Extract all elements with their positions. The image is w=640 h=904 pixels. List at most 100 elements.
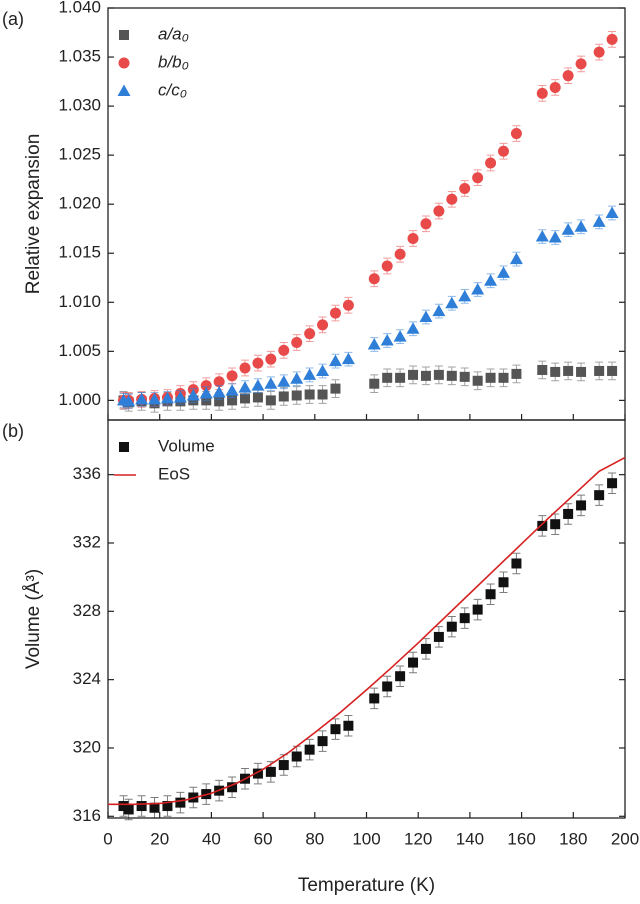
marker <box>304 744 315 755</box>
x-tick-label: 100 <box>352 829 380 848</box>
y-tick-label: 1.030 <box>58 96 101 115</box>
marker <box>498 145 510 157</box>
marker <box>118 801 129 812</box>
marker <box>459 182 471 194</box>
marker <box>472 604 483 615</box>
marker <box>252 357 264 369</box>
marker <box>433 205 445 217</box>
marker <box>605 206 619 219</box>
marker <box>117 84 131 96</box>
marker <box>471 283 485 295</box>
marker <box>118 57 130 69</box>
y-tick-label: 1.040 <box>58 0 101 16</box>
marker <box>291 751 302 762</box>
marker <box>264 377 278 389</box>
y-tick-label: 320 <box>73 737 101 756</box>
x-axis-title: Temperature (K) <box>298 875 435 896</box>
marker <box>382 372 393 383</box>
x-tick-label: 200 <box>611 829 639 848</box>
marker <box>406 322 420 334</box>
panel-label: (b) <box>2 421 24 441</box>
marker <box>330 724 341 735</box>
marker <box>419 310 433 322</box>
marker <box>278 760 289 771</box>
marker <box>227 782 238 793</box>
y-tick-label: 1.035 <box>58 47 101 66</box>
marker <box>343 720 354 731</box>
marker <box>575 58 587 70</box>
marker <box>290 372 304 384</box>
marker <box>576 500 587 511</box>
marker <box>458 289 472 302</box>
marker <box>160 391 174 404</box>
marker <box>395 671 406 682</box>
marker <box>563 508 574 519</box>
marker <box>148 392 162 405</box>
marker <box>317 736 328 747</box>
marker <box>367 337 381 350</box>
marker <box>175 797 186 808</box>
x-tick-label: 140 <box>456 829 484 848</box>
marker <box>536 87 548 99</box>
marker <box>497 266 511 278</box>
marker <box>535 230 549 242</box>
marker <box>173 390 187 403</box>
marker <box>594 365 605 376</box>
marker <box>278 391 289 402</box>
marker <box>265 395 276 406</box>
marker <box>446 370 457 381</box>
y-tick-label: 336 <box>73 464 101 483</box>
marker <box>549 81 561 93</box>
y-tick-label: 1.010 <box>58 292 101 311</box>
marker <box>446 621 457 632</box>
marker <box>291 390 302 401</box>
marker <box>563 365 574 376</box>
legend-label: a/a₀ <box>158 24 189 43</box>
marker <box>186 388 200 401</box>
marker <box>317 389 328 400</box>
marker <box>238 381 252 393</box>
marker <box>291 337 303 349</box>
marker <box>369 378 380 389</box>
x-tick-label: 60 <box>254 829 273 848</box>
marker <box>485 372 496 383</box>
marker <box>119 442 129 452</box>
marker <box>251 379 265 391</box>
marker <box>226 370 238 382</box>
marker <box>212 386 226 398</box>
marker <box>446 193 458 205</box>
marker <box>252 768 263 779</box>
marker <box>225 384 239 396</box>
marker <box>407 233 419 245</box>
marker <box>509 252 523 265</box>
marker <box>199 387 213 399</box>
marker <box>265 353 277 365</box>
y-tick-label: 1.000 <box>58 390 101 409</box>
marker <box>277 375 291 387</box>
marker <box>213 376 225 388</box>
x-tick-label: 20 <box>150 829 169 848</box>
x-tick-label: 40 <box>202 829 221 848</box>
marker <box>408 657 419 668</box>
x-tick-label: 120 <box>404 829 432 848</box>
panel-label: (a) <box>2 9 24 29</box>
marker <box>395 372 406 383</box>
marker <box>420 370 431 381</box>
marker <box>510 128 522 140</box>
marker <box>239 362 251 374</box>
marker <box>304 389 315 400</box>
marker <box>574 220 588 232</box>
marker <box>485 157 497 169</box>
y-tick-label: 328 <box>73 601 101 620</box>
marker <box>303 368 317 380</box>
marker <box>606 33 618 45</box>
marker <box>561 223 575 235</box>
marker <box>432 304 446 317</box>
marker <box>537 520 548 531</box>
marker <box>119 30 129 40</box>
legend-label: b/b₀ <box>158 52 189 71</box>
marker <box>433 631 444 642</box>
marker <box>459 371 470 382</box>
marker <box>408 369 419 380</box>
